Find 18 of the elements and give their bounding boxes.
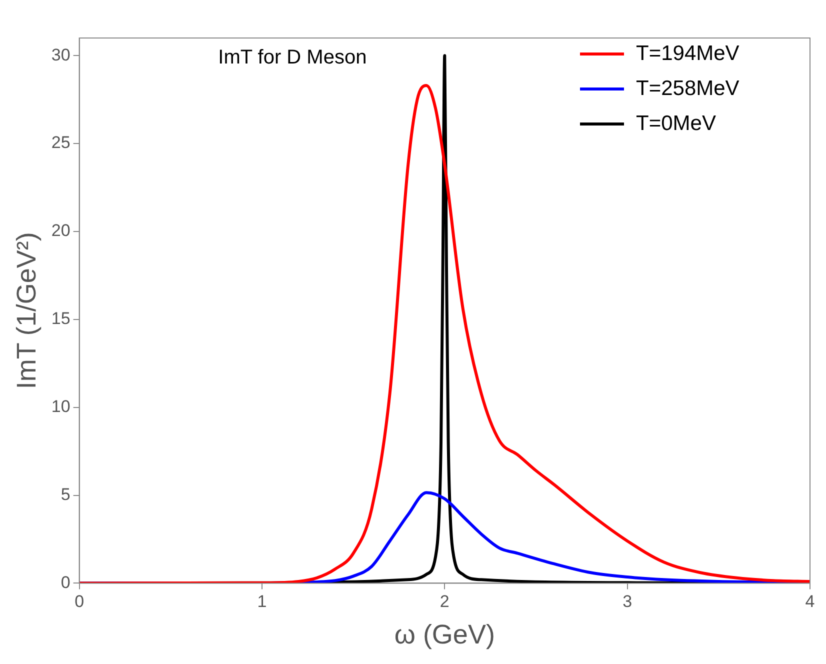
- legend-label: T=194MeV: [636, 42, 740, 65]
- y-tick-label: 10: [51, 397, 70, 416]
- x-axis-title: ω (GeV): [394, 619, 495, 650]
- y-tick-label: 25: [51, 133, 70, 152]
- x-tick-label: 3: [622, 592, 632, 612]
- chart-title: ImT for D Meson: [218, 46, 367, 69]
- y-axis-title: ImT (1/GeV²): [12, 232, 42, 390]
- x-tick-label: 1: [257, 592, 267, 612]
- x-tick-label: 4: [805, 592, 815, 612]
- legend-label: T=0MeV: [636, 112, 716, 135]
- y-tick-label: 15: [51, 309, 70, 328]
- y-tick-label: 20: [51, 221, 70, 240]
- y-tick-label: 30: [51, 45, 70, 64]
- y-tick-label: 0: [60, 572, 70, 592]
- y-tick-label: 5: [60, 484, 70, 504]
- x-tick-label: 0: [74, 592, 84, 612]
- legend-label: T=258MeV: [636, 76, 740, 100]
- x-tick-label: 2: [440, 592, 450, 612]
